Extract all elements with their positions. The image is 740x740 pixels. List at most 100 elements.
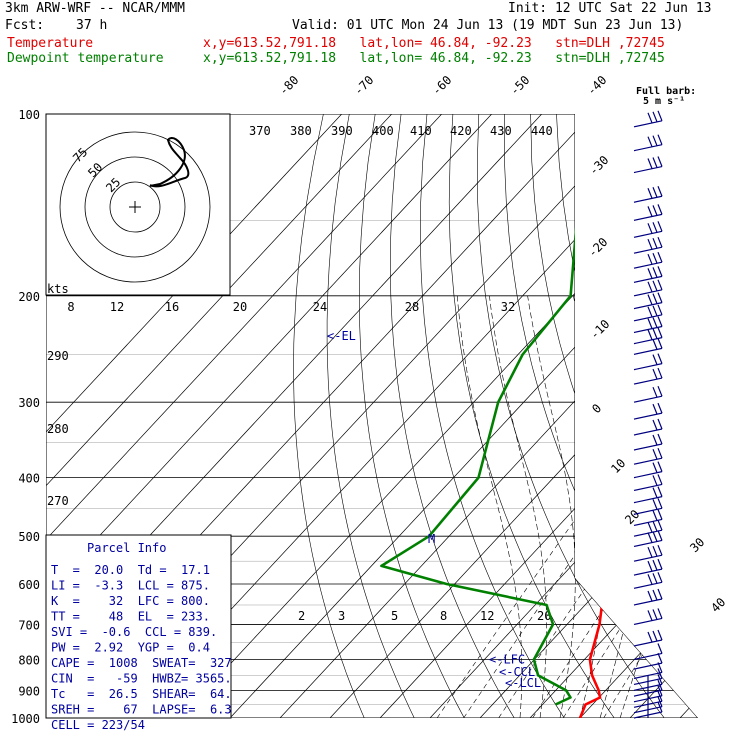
level-markers: <-EL M <-LFC<-CCL<-LCL [327,329,541,690]
barb-full [657,558,663,570]
barb-full [657,486,663,497]
isotherm-line [279,114,698,718]
barb-full [652,559,658,571]
speed-tick-label: 20 [233,300,247,314]
hodograph-ring [84,156,186,258]
parcel-row: TT = 48 EL = 233. [51,610,210,624]
barb-full [657,186,663,197]
pressure-tick-label: 700 [18,618,40,632]
barb-full [647,560,653,572]
wind-barb [633,474,663,492]
temperature-trace [578,114,698,718]
barb-full [657,519,663,531]
isotherm-label: -50 [507,73,532,98]
parcel-title: Parcel Info [87,541,166,555]
theta-label: 430 [490,124,512,138]
isotherm-label: -40 [584,73,609,98]
barb-full [657,236,663,248]
init-time: Init: 12 UTC Sat 22 Jun 13 [508,1,712,16]
barb-full [657,691,663,702]
barb-staff [633,457,663,465]
barb-staff [633,617,663,626]
barb-legend-title: Full barb: [636,86,696,97]
hodograph-frame [45,113,231,296]
wind-barb [633,433,663,451]
barb-full [647,223,653,234]
pressure-tick-label: 300 [18,396,40,410]
barb-full [652,630,658,642]
theta-label: 270 [47,494,69,508]
isotherm-label: 10 [608,456,628,476]
moist-adiabat [489,295,547,718]
theta-label: 400 [372,124,394,138]
parcel-info-box: Parcel Info T = 20.0 Td = 17.1 LI = -3.3 L… [45,534,232,732]
barb-full [657,608,663,619]
dry-adiabat [326,114,415,718]
barb-full [647,631,653,643]
dewpoint-legend: Dewpoint temperature [7,51,164,66]
barb-staff [633,412,663,420]
dry-adiabat [476,114,665,718]
barb-staff [633,337,663,345]
wind-barb [633,447,663,465]
isotherm-label: -70 [351,73,376,98]
barb-staff [633,483,663,492]
dry-adiabat [504,114,698,718]
barb-full [657,292,663,303]
isotherm-label: 30 [687,535,707,555]
barb-full [652,222,658,233]
barb-full [657,327,663,338]
barb-full [652,434,658,446]
wind-barb [633,292,663,310]
barb-full [657,679,663,691]
barb-full [657,530,663,541]
wind-barb [633,266,663,283]
parcel-row: Tc = 26.5 SHEAR= 64. [51,687,232,701]
barb-full [652,487,658,498]
speed-tick-label: 28 [405,300,419,314]
moist-adiabat [527,295,576,718]
wind-barb [633,643,663,661]
level-marker: <-LCL [505,676,541,690]
wind-barbs [633,110,663,719]
isotherm-line [579,114,698,718]
wind-barb [633,304,663,322]
isotherm-label: -30 [586,153,611,178]
barb-full [647,112,653,124]
pressure-tick-label: 800 [18,653,40,667]
barb-full [652,520,658,532]
barb-full [647,268,653,279]
parcel-row: SVI = -0.6 CCL = 839. [51,625,217,639]
barb-staff [633,554,663,562]
barb-full [657,110,663,122]
barb-staff [633,213,663,221]
barb-staff [633,662,663,670]
isotherm-label: -20 [585,235,610,260]
dry-adiabat [293,114,365,718]
speed-tick-label: 12 [110,300,124,314]
barb-staff [633,347,663,355]
barb-full [657,353,663,364]
barb-full [657,134,663,145]
barb-full [647,136,653,147]
isotherm-line [730,114,740,718]
barb-staff [633,302,663,310]
barb-full [647,329,653,340]
barb-full [657,662,663,673]
barb-staff [633,246,663,254]
barb-full [647,590,653,602]
wind-barb [633,629,663,647]
barb-full [647,610,653,621]
barb-full [647,206,653,217]
mixing-ratio-label: 2 [298,609,305,623]
fcst-value: 37 h [76,18,108,33]
wind-barb [633,608,663,626]
valid-time: Valid: 01 UTC Mon 24 Jun 13 (19 MDT Sun … [292,18,684,33]
barb-full [657,402,663,414]
barb-full [657,385,663,397]
barb-full [652,305,658,317]
dry-adiabat [582,114,698,718]
barb-staff [633,289,663,297]
barb-full [652,157,658,168]
theta-label: 290 [47,349,69,363]
